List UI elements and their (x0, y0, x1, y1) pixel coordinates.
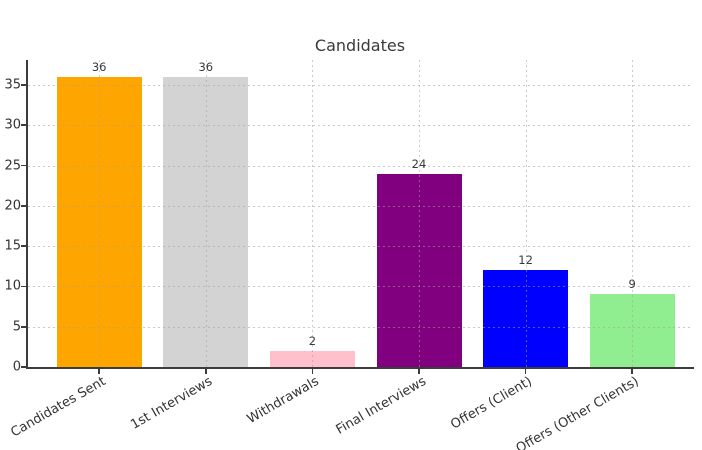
x-tick-label: Final Interviews (333, 374, 429, 438)
h-gridline (28, 85, 693, 86)
y-tick-mark (21, 366, 26, 368)
bar-value-label: 2 (308, 333, 317, 348)
x-tick-mark (311, 369, 314, 374)
bar-value-label: 36 (91, 59, 107, 74)
x-tick-mark (418, 369, 420, 374)
v-gridline (525, 60, 527, 367)
v-gridline (205, 60, 207, 367)
chart-title: Candidates (314, 36, 406, 55)
y-tick-label: 25 (4, 158, 21, 174)
y-tick-label: 5 (12, 319, 21, 335)
y-tick-mark (21, 205, 26, 207)
x-tick-mark (524, 369, 527, 374)
x-tick-mark (98, 369, 100, 374)
h-gridline (28, 246, 693, 248)
h-gridline (28, 205, 693, 207)
x-axis-spine (26, 367, 694, 369)
y-tick-label: 0 (12, 359, 21, 375)
v-gridline (419, 60, 420, 367)
y-tick-mark (21, 245, 26, 247)
x-tick-mark (205, 369, 207, 374)
y-tick-mark (21, 84, 26, 86)
y-axis-spine (26, 60, 28, 369)
v-gridline (99, 60, 101, 367)
h-gridline (28, 125, 693, 127)
h-gridline (28, 326, 693, 328)
x-tick-label: Withdrawals (245, 374, 322, 428)
y-tick-label: 35 (4, 77, 21, 93)
bar-value-label: 12 (518, 253, 533, 268)
y-tick-mark (21, 164, 26, 167)
y-tick-label: 30 (4, 117, 21, 133)
x-tick-mark (631, 369, 633, 374)
bar-value-label: 9 (628, 277, 636, 292)
bar-value-label: 36 (198, 59, 214, 74)
y-tick-label: 10 (4, 278, 21, 294)
y-tick-mark (21, 325, 26, 328)
x-tick-label: Offers (Client) (448, 374, 536, 433)
y-tick-label: 20 (4, 198, 21, 214)
v-gridline (312, 60, 314, 367)
h-gridline (28, 286, 693, 288)
y-tick-label: 15 (4, 238, 21, 254)
x-tick-label: Candidates Sent (8, 374, 109, 441)
x-tick-label: 1st Interviews (128, 374, 216, 433)
bar-value-label: 24 (411, 156, 427, 171)
h-gridline (28, 165, 693, 167)
y-tick-mark (21, 285, 26, 288)
y-tick-mark (21, 124, 26, 127)
v-gridline (632, 60, 634, 367)
